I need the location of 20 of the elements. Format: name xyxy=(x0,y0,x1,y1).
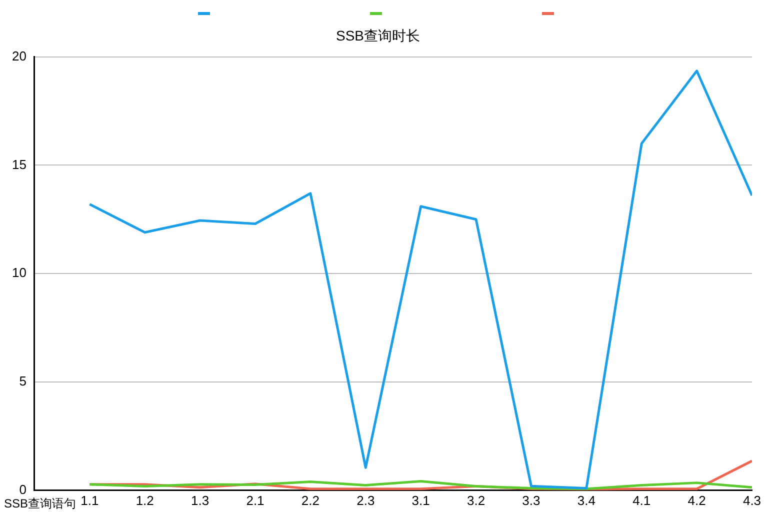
y-tick-label: 5 xyxy=(19,374,26,389)
x-tick-label: 2.1 xyxy=(246,492,264,508)
y-tick-label: 0 xyxy=(19,482,26,497)
x-tick-label: 3.1 xyxy=(412,492,430,508)
x-tick-label: 2.3 xyxy=(356,492,375,508)
x-tick-label: 2.2 xyxy=(301,492,320,508)
x-tick-label: 3.4 xyxy=(577,492,596,508)
y-tick-label: 20 xyxy=(12,48,26,64)
y-tick-label: 15 xyxy=(12,156,26,172)
x-tick-label: 4.3 xyxy=(742,492,762,508)
chart-title: SSB查询时长 xyxy=(336,27,420,44)
y-tick-label: 10 xyxy=(12,265,26,280)
x-tick-label: 3.2 xyxy=(466,492,486,508)
x-tick-label: 4.2 xyxy=(688,492,706,508)
x-tick-label: 4.1 xyxy=(632,492,651,508)
x-tick-label: 3.3 xyxy=(522,492,540,508)
x-tick-label: 1.1 xyxy=(80,492,99,508)
x-tick-label: 1.2 xyxy=(136,492,154,508)
x-tick-label: 1.3 xyxy=(191,492,210,508)
x-axis-title: SSB查询语句 xyxy=(4,496,76,511)
